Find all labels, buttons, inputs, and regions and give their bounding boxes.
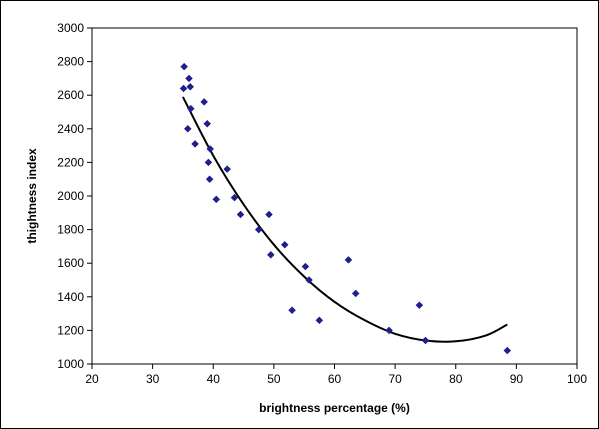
data-point: [315, 316, 324, 325]
y-tick-label: 1400: [57, 290, 84, 304]
y-tick-label: 1000: [57, 357, 84, 371]
data-point: [351, 289, 360, 298]
plot-area: [91, 27, 578, 365]
data-point: [203, 119, 212, 128]
x-tick-label: 20: [85, 372, 99, 386]
y-tick-label: 2400: [57, 122, 84, 136]
data-point: [305, 276, 313, 284]
data-point: [280, 240, 289, 249]
data-point: [503, 346, 512, 355]
data-point: [200, 98, 209, 106]
y-tick-label: 3000: [57, 21, 84, 35]
y-tick-label: 2800: [57, 55, 84, 69]
data-point: [344, 255, 353, 264]
data-point: [415, 301, 424, 310]
data-point: [204, 158, 213, 167]
data-point: [212, 195, 221, 204]
x-tick-label: 50: [267, 372, 281, 386]
data-point: [179, 84, 188, 93]
trendline: [182, 96, 508, 343]
y-tick-label: 2000: [57, 189, 84, 203]
x-tick-label: 30: [146, 372, 160, 386]
x-tick-label: 100: [567, 372, 587, 386]
data-point: [206, 145, 215, 153]
data-point: [180, 62, 189, 71]
y-axis: 1000 1200 1400 1600 1800 2000 2200 2400 2600 2800…: [57, 21, 92, 371]
data-point: [385, 326, 393, 335]
trendline-group: [182, 96, 508, 343]
data-point: [236, 210, 245, 219]
x-tick-label: 60: [328, 372, 342, 386]
x-axis-label: brightness percentage (%): [259, 401, 410, 415]
data-point: [230, 193, 239, 202]
y-tick-label: 1200: [57, 323, 84, 337]
y-tick-label: 1800: [57, 223, 84, 237]
data-point: [265, 210, 273, 219]
x-tick-label: 40: [207, 372, 221, 386]
x-tick-label: 70: [388, 372, 402, 386]
data-point: [191, 140, 199, 148]
data-point: [266, 250, 275, 259]
data-point: [185, 74, 193, 83]
data-point: [421, 336, 430, 345]
data-point: [205, 175, 214, 184]
y-tick-label: 1600: [57, 256, 84, 270]
data-point: [186, 82, 195, 91]
data-point: [186, 104, 195, 113]
y-tick-label: 2600: [57, 88, 84, 102]
x-tick-label: 90: [510, 372, 524, 386]
data-point: [254, 225, 263, 234]
x-tick-label: 80: [449, 372, 463, 386]
data-point: [223, 165, 232, 173]
data-point: [288, 306, 296, 315]
x-axis: 20 30 40 50 60 70 80 90 100: [85, 364, 587, 386]
y-axis-label: thightness index: [25, 148, 39, 244]
y-tick-label: 2200: [57, 155, 84, 169]
data-point: [183, 124, 192, 133]
data-point: [301, 262, 310, 271]
plot-frame: [91, 27, 578, 365]
data-points: [179, 62, 512, 355]
